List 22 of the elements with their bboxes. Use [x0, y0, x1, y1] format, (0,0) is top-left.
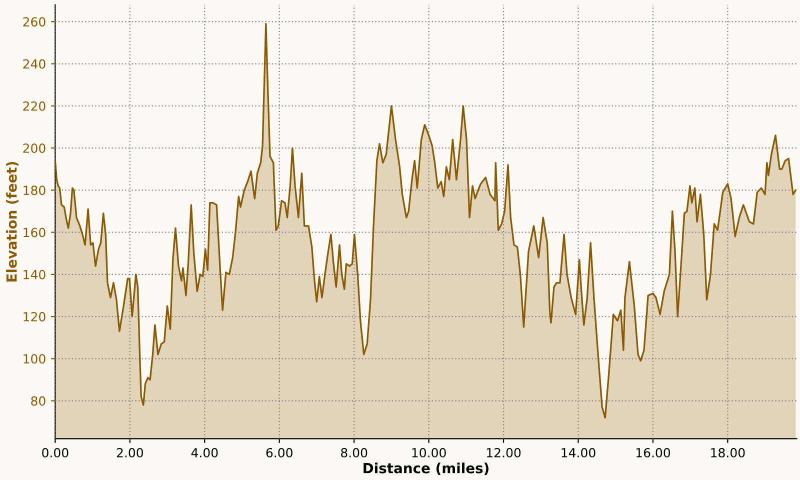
- y-tick-label: 100: [24, 354, 46, 364]
- y-tick-label: 140: [24, 270, 46, 280]
- y-tick-label: 160: [24, 228, 46, 238]
- y-tick-label: 120: [24, 312, 46, 322]
- x-tick-label: 2.00: [116, 448, 144, 458]
- y-axis-title: Elevation (feet): [6, 162, 18, 282]
- y-tick-label: 80: [31, 396, 46, 406]
- x-tick-label: 10.00: [412, 448, 446, 458]
- x-tick-label: 12.00: [487, 448, 521, 458]
- x-axis-title: Distance (miles): [364, 462, 488, 476]
- x-tick-label: 0.00: [42, 448, 68, 458]
- y-tick-label: 220: [23, 101, 46, 111]
- x-tick-label: 6.00: [266, 448, 292, 458]
- y-tick-label: 260: [23, 17, 46, 27]
- y-tick-label: 180: [24, 186, 46, 196]
- x-tick-label: 4.00: [191, 448, 218, 458]
- x-tick-label: 18.00: [711, 448, 745, 458]
- x-tick-label: 16.00: [636, 448, 670, 458]
- y-tick-label: 240: [23, 59, 46, 69]
- x-tick-label: 14.00: [562, 448, 596, 458]
- y-tick-label: 200: [23, 144, 46, 153]
- x-tick-label: 8.00: [341, 448, 368, 458]
